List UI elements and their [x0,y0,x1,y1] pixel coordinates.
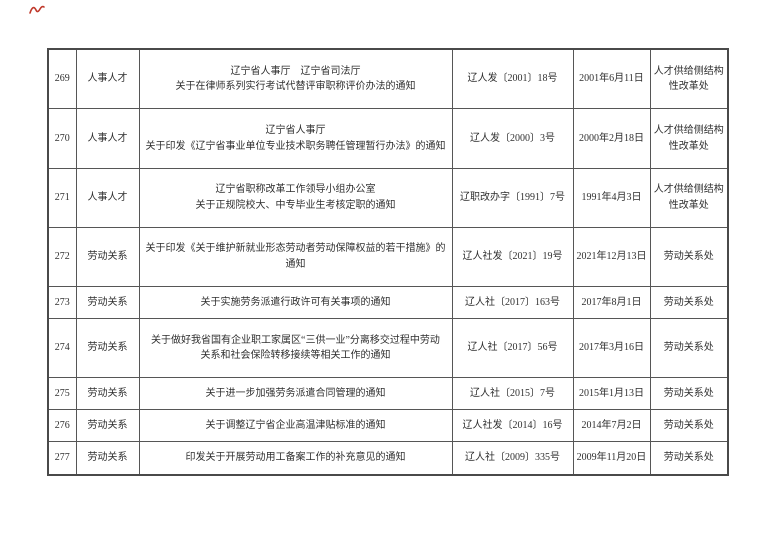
table-row: 274 劳动关系 关于做好我省国有企业职工家属区“三供一业”分离移交过程中劳动 关系… [47,317,729,379]
table-row: 269 人事人才 辽宁省人事厅 辽宁省司法厅 关于在律师系列实行考试代替评审职称评价… [47,48,729,110]
title-cell: 关于实施劳务派遣行政许可有关事项的通知 [138,285,453,319]
doc-number-cell: 辽人发〔2001〕18号 [451,48,574,110]
department-cell: 劳动关系处 [649,317,729,379]
category-cell: 劳动关系 [75,377,140,411]
row-number-cell: 275 [47,377,77,411]
row-number-cell: 274 [47,317,77,379]
doc-number-cell: 辽人社发〔2021〕19号 [451,226,574,287]
date-cell: 2017年8月1日 [572,285,651,319]
records-table: 269 人事人才 辽宁省人事厅 辽宁省司法厅 关于在律师系列实行考试代替评审职称评价… [47,48,729,476]
table-row: 273 劳动关系 关于实施劳务派遣行政许可有关事项的通知 辽人社〔2017〕163号 2… [47,285,729,319]
title-cell: 印发关于开展劳动用工备案工作的补充意见的通知 [138,441,453,476]
row-number-cell: 270 [47,108,77,169]
row-number-cell: 273 [47,285,77,319]
date-cell: 2014年7月2日 [572,409,651,443]
row-number-cell: 272 [47,226,77,287]
table-row: 277 劳动关系 印发关于开展劳动用工备案工作的补充意见的通知 辽人社〔2009〕33… [47,441,729,476]
department-cell: 劳动关系处 [649,441,729,476]
date-cell: 2015年1月13日 [572,377,651,411]
table-row: 271 人事人才 辽宁省职称改革工作领导小组办公室 关于正规院校大、中专毕业生考核定… [47,167,729,228]
date-cell: 2021年12月13日 [572,226,651,287]
title-cell: 关于进一步加强劳务派遣合同管理的通知 [138,377,453,411]
category-cell: 人事人才 [75,167,140,228]
department-cell: 劳动关系处 [649,377,729,411]
department-cell: 劳动关系处 [649,226,729,287]
table-row: 270 人事人才 辽宁省人事厅 关于印发《辽宁省事业单位专业技术职务聘任管理暂行办法… [47,108,729,169]
category-cell: 劳动关系 [75,317,140,379]
date-cell: 2009年11月20日 [572,441,651,476]
row-number-cell: 276 [47,409,77,443]
category-cell: 劳动关系 [75,226,140,287]
row-number-cell: 269 [47,48,77,110]
row-number-cell: 277 [47,441,77,476]
title-cell: 辽宁省人事厅 关于印发《辽宁省事业单位专业技术职务聘任管理暂行办法》的通知 [138,108,453,169]
category-cell: 人事人才 [75,48,140,110]
category-cell: 劳动关系 [75,285,140,319]
doc-number-cell: 辽职改办字〔1991〕7号 [451,167,574,228]
title-cell: 辽宁省职称改革工作领导小组办公室 关于正规院校大、中专毕业生考核定职的通知 [138,167,453,228]
title-cell: 关于印发《关于维护新就业形态劳动者劳动保障权益的若干措施》的 通知 [138,226,453,287]
department-cell: 人才供给侧结构 性改革处 [649,48,729,110]
date-cell: 2017年3月16日 [572,317,651,379]
department-cell: 人才供给侧结构 性改革处 [649,108,729,169]
table-row: 272 劳动关系 关于印发《关于维护新就业形态劳动者劳动保障权益的若干措施》的 通知… [47,226,729,287]
category-cell: 人事人才 [75,108,140,169]
date-cell: 2001年6月11日 [572,48,651,110]
doc-number-cell: 辽人社〔2017〕56号 [451,317,574,379]
doc-number-cell: 辽人社〔2009〕335号 [451,441,574,476]
doc-number-cell: 辽人社〔2017〕163号 [451,285,574,319]
department-cell: 劳动关系处 [649,409,729,443]
red-annotation-mark-icon [28,2,46,17]
title-cell: 关于调整辽宁省企业高温津贴标准的通知 [138,409,453,443]
department-cell: 人才供给侧结构 性改革处 [649,167,729,228]
table-row: 276 劳动关系 关于调整辽宁省企业高温津贴标准的通知 辽人社发〔2014〕16号 20… [47,409,729,443]
row-number-cell: 271 [47,167,77,228]
doc-number-cell: 辽人社发〔2014〕16号 [451,409,574,443]
doc-number-cell: 辽人社〔2015〕7号 [451,377,574,411]
records-table-body: 269 人事人才 辽宁省人事厅 辽宁省司法厅 关于在律师系列实行考试代替评审职称评价… [47,48,729,476]
category-cell: 劳动关系 [75,409,140,443]
doc-number-cell: 辽人发〔2000〕3号 [451,108,574,169]
category-cell: 劳动关系 [75,441,140,476]
title-cell: 关于做好我省国有企业职工家属区“三供一业”分离移交过程中劳动 关系和社会保险转移… [138,317,453,379]
table-row: 275 劳动关系 关于进一步加强劳务派遣合同管理的通知 辽人社〔2015〕7号 2015… [47,377,729,411]
title-cell: 辽宁省人事厅 辽宁省司法厅 关于在律师系列实行考试代替评审职称评价办法的通知 [138,48,453,110]
date-cell: 2000年2月18日 [572,108,651,169]
department-cell: 劳动关系处 [649,285,729,319]
date-cell: 1991年4月3日 [572,167,651,228]
